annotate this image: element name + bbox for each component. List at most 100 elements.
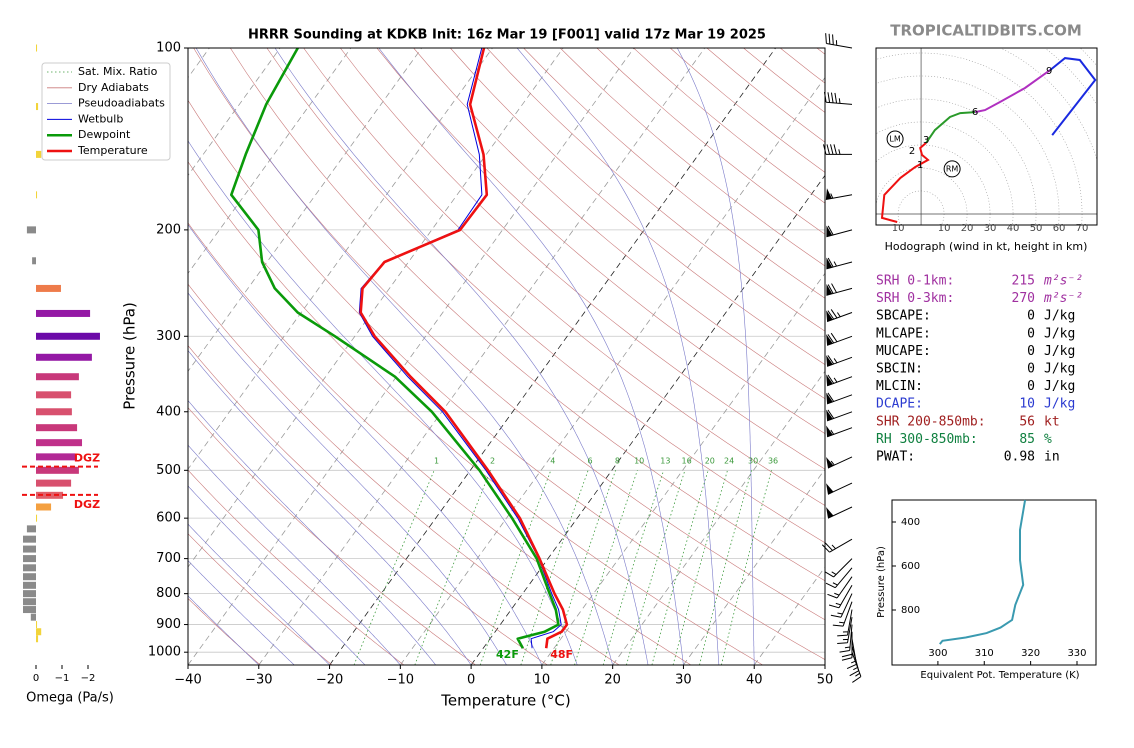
isotherm (188, 48, 493, 470)
legend-box (41, 62, 171, 161)
index-value: 0 (1027, 344, 1035, 359)
wind-barb (823, 91, 853, 105)
wind-barb (826, 225, 853, 238)
omega-bar (26, 525, 36, 533)
thetae-x-tick-label: 320 (1021, 648, 1040, 659)
omega-bar (36, 373, 79, 381)
mixing-ratio-label: 10 (634, 457, 644, 466)
wind-barb (826, 482, 853, 495)
y-tick-label: 300 (156, 329, 181, 344)
dry-adiabat (188, 597, 261, 665)
hodograph-tick-label: 30 (984, 223, 997, 234)
pseudoadiabat (188, 292, 507, 665)
mixing-ratio-label: 1 (434, 457, 439, 466)
index-unit: J/kg (1044, 397, 1075, 412)
dgz-label: DGZ (74, 452, 100, 465)
pseudoadiabat (195, 48, 613, 665)
legend: Sat. Mix. Ratio Dry Adiabats Pseudoadiabat… (41, 62, 171, 161)
omega-bar (23, 590, 36, 598)
wind-barb (826, 283, 853, 296)
omega-bar (23, 606, 36, 614)
index-unit: in (1044, 450, 1060, 465)
storm-motion-label: RM (946, 164, 959, 173)
pseudoadiabat (188, 560, 295, 665)
index-label: SBCIN: (876, 362, 923, 377)
index-value: 56 (1019, 414, 1035, 429)
mixing-ratio-line (574, 470, 638, 665)
index-value: 0.98 (1004, 450, 1035, 465)
y-tick-label: 800 (156, 586, 181, 601)
index-label: MLCIN: (876, 379, 923, 394)
height-label: 9 (1046, 66, 1052, 77)
pseudoadiabat (188, 224, 543, 665)
hodograph-tick-label: 60 (1053, 223, 1066, 234)
dry-adiabat (188, 469, 405, 665)
index-label: SBCAPE: (876, 309, 931, 324)
storm-motion-marker (943, 160, 961, 178)
index-unit: J/kg (1044, 309, 1075, 324)
pseudoadiabat (274, 48, 649, 665)
pseudoadiabat (188, 595, 260, 665)
isotherm (188, 48, 281, 177)
profile-line (359, 48, 569, 649)
omega-bar (23, 581, 36, 589)
mixing-ratio-label: 20 (705, 457, 715, 466)
index-value: 0 (1027, 309, 1035, 324)
thetae-frame (891, 499, 1097, 666)
height-label: 3 (923, 135, 929, 146)
wind-barb (826, 425, 853, 438)
y-tick-label: 200 (156, 222, 181, 237)
omega-bar (36, 628, 42, 636)
wind-barb (826, 506, 853, 519)
index-unit: kt (1044, 414, 1060, 429)
mixing-ratio-label: 24 (724, 457, 734, 466)
legend-label: Dry Adiabats (78, 81, 149, 94)
height-label: 2 (909, 146, 915, 157)
thetae-x-tick-label: 300 (928, 648, 947, 659)
omega-bar (23, 545, 36, 553)
wind-barb (826, 257, 853, 270)
index-label: RH 300-850mb: (876, 432, 978, 447)
omega-bar (23, 555, 36, 563)
y-tick-label: 600 (156, 511, 181, 526)
omega-bar (36, 453, 75, 461)
dry-adiabat (340, 48, 825, 470)
mixing-ratio-line (651, 470, 709, 665)
index-label: SHR 200-850mb: (876, 414, 986, 429)
index-label: DCAPE: (876, 397, 923, 412)
index-value: 215 (1012, 274, 1035, 289)
x-tick-label: 30 (675, 673, 692, 688)
y-tick-label: 500 (156, 463, 181, 478)
hodograph-tick-label: 40 (1007, 223, 1020, 234)
wind-barb (826, 355, 853, 367)
omega-bar (23, 573, 36, 581)
wind-barb (826, 456, 853, 469)
isotherm (258, 48, 706, 665)
profile-line (358, 48, 562, 649)
thetae-x-tick-label: 310 (975, 648, 994, 659)
mixing-ratio-label: 16 (682, 457, 692, 466)
index-value: 0 (1027, 362, 1035, 377)
legend-label: Sat. Mix. Ratio (78, 65, 158, 78)
wind-barb (828, 585, 853, 609)
index-value: 10 (1019, 397, 1035, 412)
mixing-ratio-line (414, 470, 491, 665)
dgz-label: DGZ (74, 498, 100, 511)
omega-tick-label: 0 (33, 673, 39, 684)
wind-barb (827, 576, 853, 599)
dry-adiabat (188, 283, 620, 665)
hodograph-tick-label: 10 (892, 223, 905, 234)
mixing-ratio-line (721, 470, 772, 665)
wind-barb (825, 567, 853, 589)
wind-barb (837, 617, 853, 644)
chart-title: HRRR Sounding at KDKB Init: 16z Mar 19 [… (248, 28, 766, 43)
pseudoadiabat (188, 400, 436, 665)
isotherm (541, 272, 825, 665)
dry-adiabat (266, 48, 825, 544)
background-lines (188, 48, 825, 665)
wind-barb (826, 409, 853, 422)
thetae-y-label: Pressure (hPa) (876, 546, 887, 618)
index-label: SRH 0-1km: (876, 274, 954, 289)
mixing-ratio-label: 4 (550, 457, 555, 466)
omega-bar (36, 191, 38, 199)
